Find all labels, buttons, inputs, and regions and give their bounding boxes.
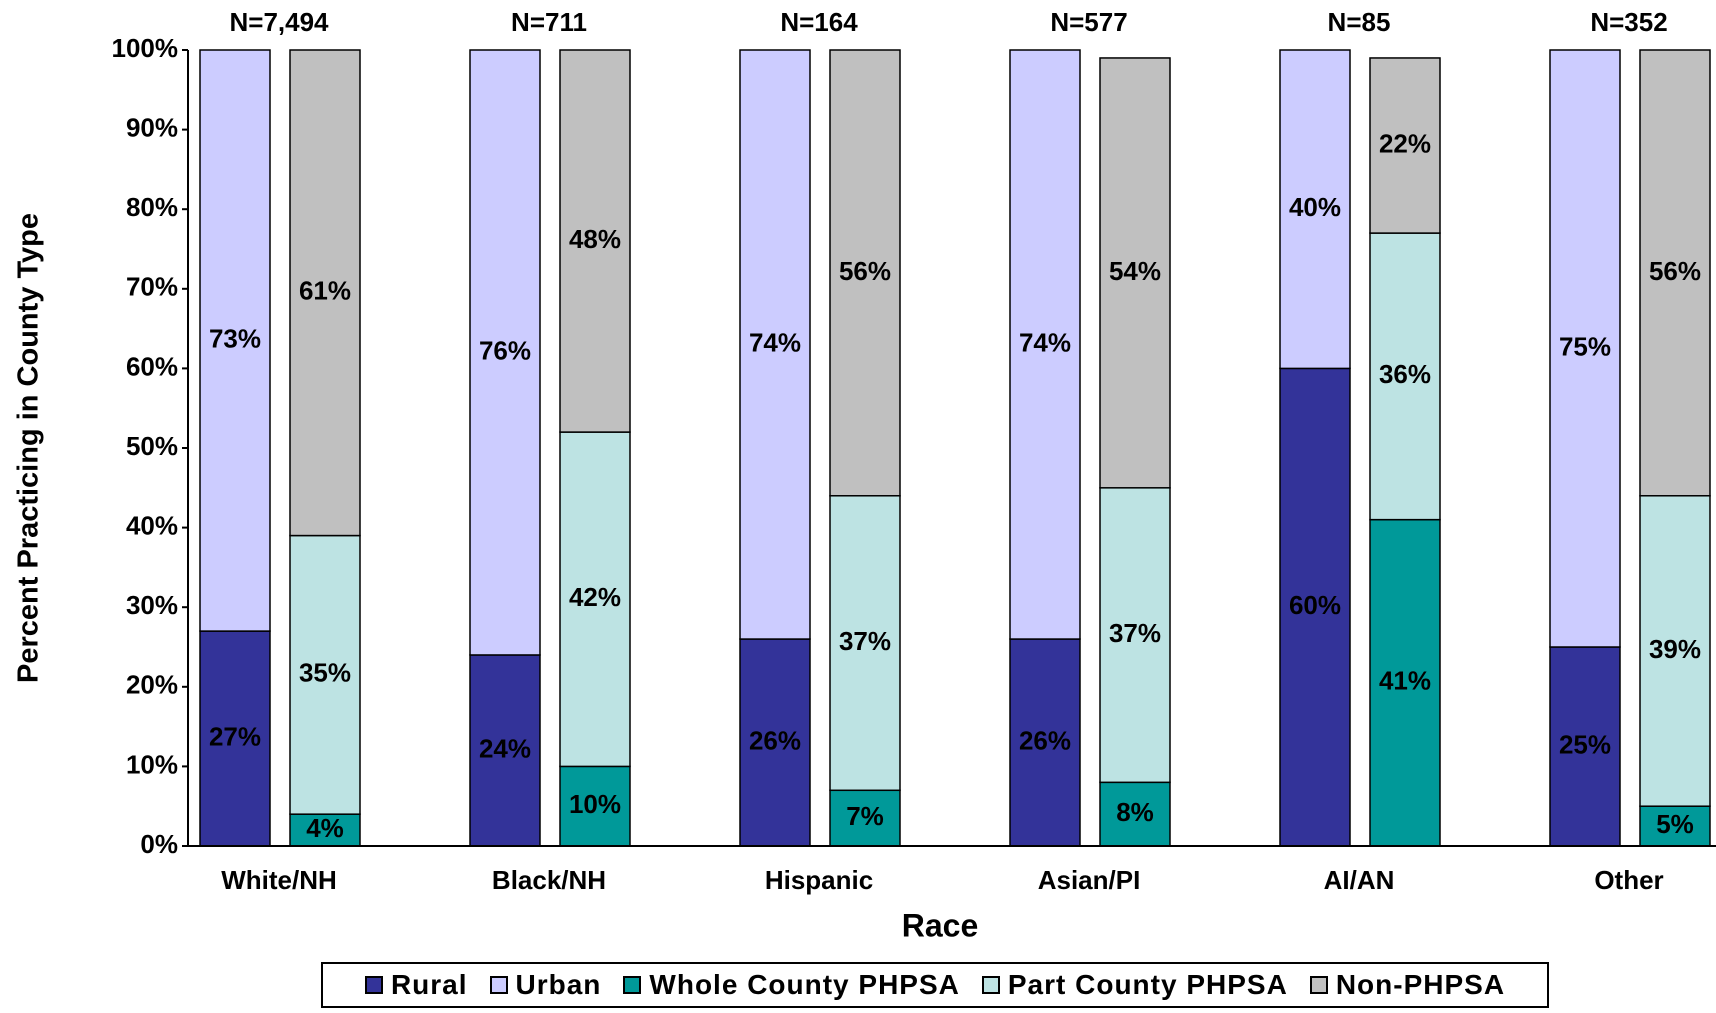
data-label: 40%: [1289, 192, 1341, 222]
bar-segment: [1639, 49, 1711, 497]
y-tick-label: 30%: [126, 590, 178, 620]
data-label: 39%: [1649, 634, 1701, 664]
legend-label: Whole County PHPSA: [649, 969, 960, 1000]
data-label: 75%: [1559, 331, 1611, 361]
annotation: N=7,494: [229, 7, 329, 37]
data-label: 26%: [749, 725, 801, 755]
chart: Percent Practicing in County Type Race 0…: [13, 7, 1716, 943]
legend-label: Part County PHPSA: [1007, 969, 1288, 1000]
y-tick-label: 60%: [126, 351, 178, 381]
bar-segment: [559, 431, 631, 768]
legend-label: Non-PHPSA: [1335, 969, 1506, 1000]
data-label: 26%: [1019, 725, 1071, 755]
data-label: 8%: [1116, 797, 1154, 827]
y-axis-title: Percent Practicing in County Type: [13, 213, 45, 683]
data-label: 10%: [569, 789, 621, 819]
data-label: 37%: [1109, 618, 1161, 648]
y-tick-label: 0%: [140, 829, 178, 859]
legend-item: Non-PHPSA: [1309, 969, 1506, 1001]
bar-segment: [1639, 805, 1711, 847]
annotation: N=352: [1590, 7, 1667, 37]
data-label: 42%: [569, 582, 621, 612]
data-label: 60%: [1289, 590, 1341, 620]
bar-segment: [829, 49, 901, 497]
data-label: 54%: [1109, 256, 1161, 286]
y-tick-label: 10%: [126, 749, 178, 779]
bar-segment: [1639, 495, 1711, 807]
y-tick-label: 40%: [126, 510, 178, 540]
data-label: 56%: [1649, 256, 1701, 286]
data-label: 35%: [299, 658, 351, 688]
data-label: 22%: [1379, 128, 1431, 158]
data-label: 27%: [209, 721, 261, 751]
data-label: 36%: [1379, 359, 1431, 389]
y-tick-label: 50%: [126, 431, 178, 461]
legend-item: Rural: [364, 969, 468, 1001]
data-label: 56%: [839, 256, 891, 286]
bar-segment: [1549, 49, 1621, 648]
x-tick-label: Other: [1594, 865, 1663, 895]
bar-segment: [559, 49, 631, 433]
x-axis-title: Race: [902, 907, 979, 943]
bar-segment: [199, 49, 271, 632]
y-tick-label: 90%: [126, 112, 178, 142]
data-label: 25%: [1559, 729, 1611, 759]
annotation: N=711: [511, 7, 587, 37]
bar-segment: [1369, 57, 1441, 234]
legend: Rural Urban Whole County PHPSA Part County …: [321, 962, 1549, 1008]
bar-segment: [739, 49, 811, 640]
data-label: 7%: [846, 801, 884, 831]
data-label: 76%: [479, 335, 531, 365]
annotation: N=85: [1328, 7, 1391, 37]
bar-segment: [1009, 638, 1081, 847]
data-label: 74%: [749, 327, 801, 357]
data-label: 41%: [1379, 666, 1431, 696]
y-tick-label: 20%: [126, 670, 178, 700]
legend-swatch: [623, 976, 642, 994]
data-label: 73%: [209, 323, 261, 353]
bar-segment: [739, 638, 811, 847]
bar-segment: [469, 49, 541, 656]
x-tick-label: White/NH: [221, 865, 337, 895]
legend-item: Whole County PHPSA: [623, 969, 959, 1001]
bar-segment: [1279, 367, 1351, 847]
y-tick-label: 80%: [126, 192, 178, 222]
bar-segment: [1099, 57, 1171, 489]
bar-segment: [289, 534, 361, 815]
legend-label: Rural: [390, 969, 468, 1000]
legend-swatch: [1309, 976, 1328, 994]
bar-segment: [1369, 518, 1441, 847]
y-tick-label: 100%: [112, 33, 179, 63]
legend-swatch: [364, 976, 383, 994]
legend-item: Urban: [489, 969, 602, 1001]
x-tick-label: Hispanic: [765, 865, 873, 895]
bar-segment: [199, 630, 271, 847]
data-label: 74%: [1019, 327, 1071, 357]
legend-label: Urban: [515, 969, 602, 1000]
x-tick-label: Black/NH: [492, 865, 606, 895]
bar-segment: [1009, 49, 1081, 640]
annotation: N=577: [1050, 7, 1127, 37]
data-label: 24%: [479, 733, 531, 763]
x-tick-label: AI/AN: [1324, 865, 1395, 895]
data-label: 61%: [299, 276, 351, 306]
data-label: 48%: [569, 224, 621, 254]
data-label: 5%: [1656, 809, 1694, 839]
bar-segment: [829, 789, 901, 847]
x-tick-label: Asian/PI: [1038, 865, 1141, 895]
bar-segment: [289, 49, 361, 537]
legend-swatch: [981, 976, 1000, 994]
annotation: N=164: [780, 7, 858, 37]
bar-segment: [1279, 49, 1351, 370]
legend-item: Part County PHPSA: [981, 969, 1288, 1001]
data-label: 37%: [839, 626, 891, 656]
y-tick-label: 70%: [126, 272, 178, 302]
bar-segment: [1369, 232, 1441, 521]
bar-segment: [1099, 487, 1171, 784]
legend-swatch: [489, 976, 508, 994]
data-label: 4%: [306, 813, 344, 843]
bar-segment: [289, 813, 361, 847]
